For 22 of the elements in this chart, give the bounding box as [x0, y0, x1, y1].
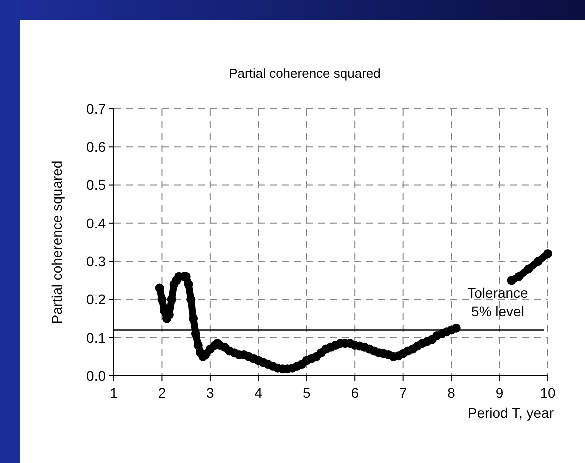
ref-line-label: Tolerance 5% level [468, 285, 529, 320]
y-tick-label: 0.5 [86, 177, 106, 194]
y-tick-label: 0.3 [86, 253, 106, 270]
x-tick-label: 8 [448, 385, 456, 401]
chart-title: Partial coherence squared [229, 66, 381, 81]
x-tick-label: 10 [540, 385, 556, 401]
y-axis-title: Partial coherence squared [49, 160, 65, 324]
x-tick-label: 4 [254, 385, 263, 401]
y-tick-label: 0.7 [86, 100, 106, 117]
y-tick-label: 0.6 [86, 139, 106, 156]
y-tick-label: 0.4 [86, 215, 106, 232]
y-tick-label: 0.1 [86, 330, 106, 346]
x-axis-title: Period T, year [468, 405, 554, 421]
y-tick-label: 0.2 [86, 292, 106, 308]
y-tick-label: 0.0 [86, 368, 106, 384]
x-tick-label: 5 [302, 385, 311, 401]
x-tick-label: 9 [496, 385, 504, 401]
x-tick-label: 2 [158, 385, 166, 401]
x-tick-label: 3 [206, 385, 215, 401]
x-tick-label: 1 [110, 385, 118, 401]
x-tick-label: 6 [351, 385, 360, 401]
x-tick-label: 7 [399, 385, 408, 401]
